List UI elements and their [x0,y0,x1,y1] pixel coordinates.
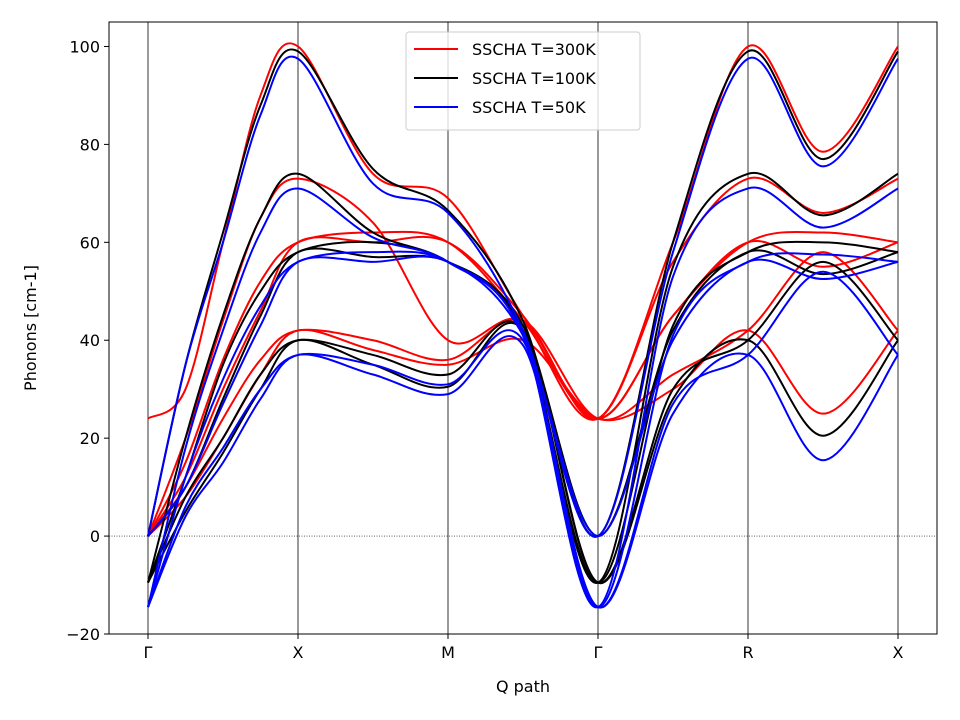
y-axis-label: Phonons [cm-1] [21,265,40,391]
y-tick-label-5: 80 [80,135,100,154]
series-2-band-2 [147,250,899,609]
x-tick-label-4: R [742,643,753,662]
series-0-band-2 [147,230,899,537]
series-1-band-5 [147,321,899,584]
plot-frame [108,21,938,635]
series-layer [147,42,899,609]
y-tick-label-6: 100 [69,37,100,56]
legend-label-0: SSCHA T=300K [472,40,596,59]
legend-label-2: SSCHA T=50K [472,98,586,117]
legend-label-1: SSCHA T=100K [472,69,596,88]
series-2-band-5 [147,335,899,609]
x-tick-label-5: X [893,643,904,662]
x-axis-label: Q path [496,677,550,696]
y-tick-label-2: 20 [80,429,100,448]
series-0-band-3 [147,235,899,537]
series-1-band-0 [147,48,899,538]
y-tick-label-4: 60 [80,233,100,252]
series-0-band-4 [147,251,899,537]
series-0-band-0 [147,42,899,421]
series-1-band-3 [147,247,899,538]
series-2-band-3 [147,255,899,538]
x-tick-label-3: Γ [594,643,603,662]
y-tick-label-1: 0 [90,527,100,546]
legend-box [405,31,641,131]
tick-layer: Γ X M Γ R X −20 0 20 40 60 80 100 [66,37,903,662]
y-tick-label-3: 40 [80,331,100,350]
x-tick-label-0: Γ [144,643,153,662]
series-0-band-1 [147,176,899,537]
x-tick-label-1: X [293,643,304,662]
x-tick-label-2: M [441,643,455,662]
series-2-band-0 [147,55,899,538]
y-tick-label-0: −20 [66,625,100,644]
legend: SSCHA T=300K SSCHA T=100K SSCHA T=50K [405,31,641,131]
